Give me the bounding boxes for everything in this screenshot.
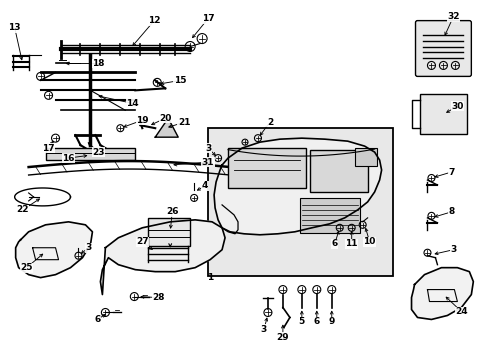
Text: 7: 7 [447, 167, 454, 176]
Text: 9: 9 [328, 317, 334, 326]
Text: 25: 25 [20, 263, 33, 272]
Text: 31: 31 [202, 158, 214, 167]
Polygon shape [411, 268, 472, 319]
Text: 17: 17 [42, 144, 55, 153]
Bar [419, 94, 467, 134]
Text: 17: 17 [202, 14, 214, 23]
Text: 22: 22 [17, 206, 29, 215]
Text: 6: 6 [94, 315, 101, 324]
Bar [309, 150, 367, 192]
Text: 29: 29 [276, 333, 288, 342]
Text: 5: 5 [298, 317, 305, 326]
Text: 24: 24 [454, 307, 467, 316]
Polygon shape [16, 222, 92, 278]
Text: 3: 3 [204, 144, 211, 153]
Polygon shape [155, 118, 178, 137]
Text: 4: 4 [202, 181, 208, 190]
Text: 10: 10 [363, 237, 375, 246]
Text: 8: 8 [447, 207, 454, 216]
Bar [227, 148, 305, 188]
Bar [208, 128, 392, 276]
Text: 11: 11 [345, 239, 357, 248]
Text: 23: 23 [92, 148, 104, 157]
Text: 1: 1 [206, 273, 213, 282]
Text: 19: 19 [136, 116, 148, 125]
FancyBboxPatch shape [415, 21, 470, 76]
Text: 30: 30 [450, 102, 463, 111]
Text: 16: 16 [62, 154, 75, 163]
Text: 6: 6 [313, 317, 319, 326]
Text: 28: 28 [152, 293, 164, 302]
Text: 27: 27 [136, 237, 148, 246]
Text: 15: 15 [174, 76, 186, 85]
Text: 21: 21 [178, 118, 190, 127]
Text: 2: 2 [266, 118, 272, 127]
Text: 12: 12 [148, 16, 160, 25]
Text: 3: 3 [449, 245, 456, 254]
Text: 26: 26 [165, 207, 178, 216]
Text: 13: 13 [8, 23, 21, 32]
Text: 6: 6 [331, 239, 337, 248]
Text: 14: 14 [126, 99, 139, 108]
Bar [299, 198, 359, 233]
Bar [45, 148, 135, 160]
Polygon shape [100, 220, 224, 294]
Text: 32: 32 [446, 12, 459, 21]
Bar [148, 218, 190, 246]
Text: 3: 3 [260, 325, 266, 334]
Text: 18: 18 [92, 59, 104, 68]
Text: 3: 3 [85, 243, 91, 252]
Text: 20: 20 [159, 114, 171, 123]
Bar [354, 148, 376, 166]
Polygon shape [214, 138, 381, 235]
